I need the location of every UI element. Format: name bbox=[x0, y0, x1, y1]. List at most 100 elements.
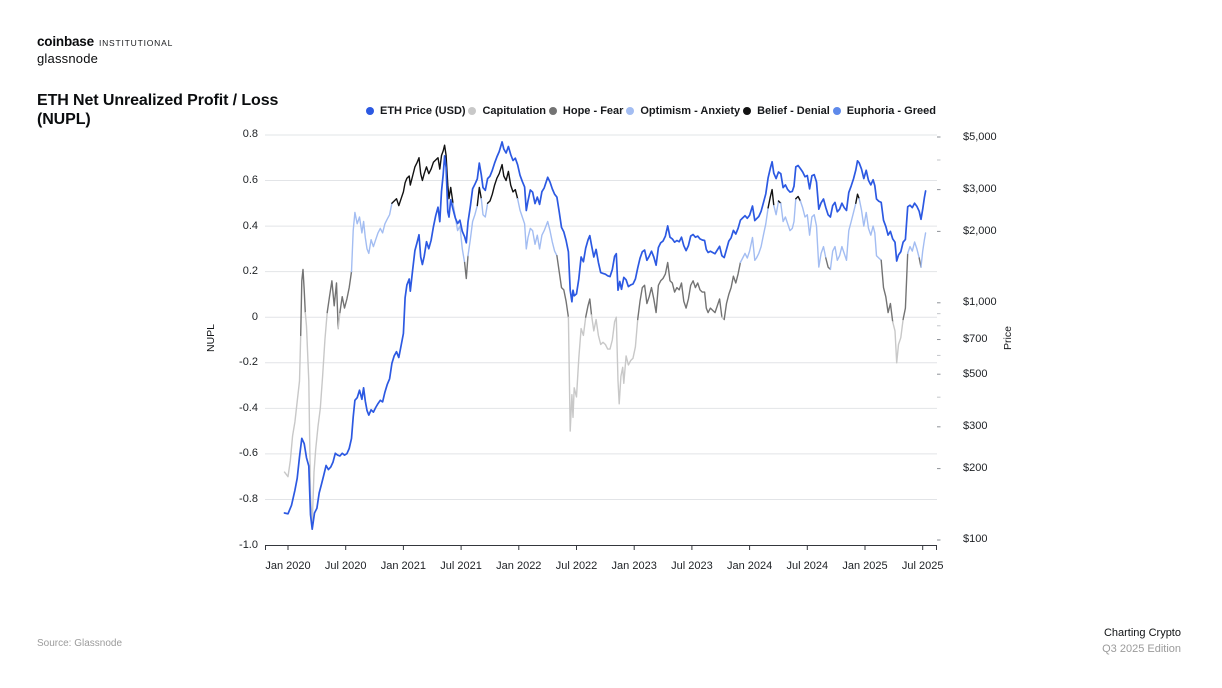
legend-dot-icon bbox=[468, 107, 477, 115]
nupl-line-segment-hope-fear bbox=[339, 270, 353, 314]
legend-item-optimism-anxiety: Optimism - Anxiety bbox=[626, 105, 740, 117]
y-right-tick-label: $500 bbox=[963, 367, 988, 380]
institutional-label: INSTITUTIONAL bbox=[98, 38, 174, 48]
nupl-line-segment-hope-fear bbox=[637, 261, 723, 321]
page-title-line1: ETH Net Unrealized Profit / Loss bbox=[37, 92, 279, 109]
y-right-tick-label: $200 bbox=[963, 462, 988, 475]
x-tick-label: Jul 2023 bbox=[671, 560, 713, 572]
y-left-tick-label: 0.2 bbox=[242, 265, 258, 278]
legend-dot-icon bbox=[548, 107, 557, 115]
y-right-tick-label: $300 bbox=[963, 420, 988, 433]
legend-dot-icon bbox=[366, 107, 374, 115]
legend-label: Optimism - Anxiety bbox=[640, 105, 741, 117]
edition-subtitle: Q3 2025 Edition bbox=[1102, 642, 1181, 655]
y-left-tick-label: -0.2 bbox=[239, 356, 258, 369]
y-left-tick-label: 0.6 bbox=[242, 174, 258, 187]
nupl-line-segment-optimism-anxiety bbox=[780, 198, 797, 232]
y-left-axis-title: NUPL bbox=[205, 323, 217, 353]
nupl-line-segment-hope-fear bbox=[585, 298, 593, 318]
legend-item-belief-denial: Belief - Denial bbox=[743, 105, 830, 117]
nupl-line-segment-capitulation bbox=[892, 318, 904, 364]
page-title: ETH Net Unrealized Profit / Loss (NUPL) bbox=[37, 92, 278, 130]
nupl-line-segment-capitulation bbox=[283, 334, 302, 478]
x-tick-label: Jul 2021 bbox=[440, 560, 482, 572]
legend-dot-icon bbox=[832, 107, 841, 115]
nupl-line-segment-belief-denial bbox=[767, 188, 775, 209]
nupl-line-segment-capitulation bbox=[337, 311, 341, 330]
nupl-line-segment-optimism-anxiety bbox=[480, 198, 489, 218]
nupl-line-segment-capitulation bbox=[304, 311, 328, 526]
nupl-line-segment-optimism-anxiety bbox=[829, 202, 857, 271]
nupl-line-segment-hope-fear bbox=[723, 261, 742, 321]
nupl-line-segment-optimism-anxiety bbox=[799, 200, 827, 268]
y-left-tick-label: 0 bbox=[251, 310, 258, 323]
nupl-line-segment-belief-denial bbox=[486, 163, 519, 204]
y-left-tick-label: -0.4 bbox=[239, 401, 258, 414]
nupl-line-segment-belief-denial bbox=[855, 193, 860, 204]
y-left-tick-label: 0.8 bbox=[242, 128, 258, 141]
nupl-line-segment-belief-denial bbox=[476, 186, 482, 207]
x-tick-label: Jul 2024 bbox=[786, 560, 829, 572]
glassnode-logo: glassnode bbox=[37, 50, 99, 66]
nupl-line-segment-hope-fear bbox=[825, 257, 832, 271]
source-note: Source: Glassnode bbox=[37, 638, 123, 649]
nupl-line-segment-belief-denial bbox=[391, 144, 454, 207]
legend-label: Capitulation bbox=[482, 105, 547, 117]
legend-label: ETH Price (USD) bbox=[380, 105, 466, 117]
x-tick-label: Jul 2025 bbox=[901, 560, 944, 572]
legend-label: Hope - Fear bbox=[562, 105, 624, 117]
legend-label: Euphoria - Greed bbox=[846, 105, 936, 117]
y-right-tick-label: $3,000 bbox=[963, 183, 997, 196]
nupl-line-segment-optimism-anxiety bbox=[773, 200, 780, 216]
legend-dot-icon bbox=[743, 107, 752, 115]
nupl-line-segment-hope-fear bbox=[556, 255, 570, 318]
legend-item-hope-fear: Hope - Fear bbox=[548, 105, 624, 117]
eth-price-line bbox=[283, 141, 927, 531]
brand-block: coinbase INSTITUTIONAL glassnode bbox=[37, 33, 173, 67]
x-tick-label: Jan 2021 bbox=[380, 560, 427, 572]
y-left-tick-label: -0.6 bbox=[239, 447, 258, 460]
nupl-line-segment-belief-denial bbox=[795, 195, 802, 202]
coinbase-logo: coinbase bbox=[37, 34, 94, 49]
page-title-line2: (NUPL) bbox=[37, 110, 91, 128]
nupl-line-segment-hope-fear bbox=[902, 252, 909, 321]
x-tick-label: Jan 2023 bbox=[611, 560, 657, 572]
x-tick-label: Jan 2025 bbox=[842, 560, 888, 572]
nupl-line-segment-hope-fear bbox=[326, 280, 339, 330]
y-right-axis-title: Price bbox=[1002, 326, 1014, 350]
edition-title: Charting Crypto bbox=[1103, 627, 1181, 639]
x-tick-label: Jan 2022 bbox=[496, 560, 542, 572]
legend-label: Belief - Denial bbox=[757, 105, 830, 117]
y-left-tick-label: -0.8 bbox=[239, 492, 258, 505]
chart-legend: ETH Price (USD) Capitulation Hope - Fear Op… bbox=[366, 105, 936, 117]
nupl-line-segment-optimism-anxiety bbox=[467, 204, 478, 257]
x-tick-label: Jul 2022 bbox=[555, 560, 598, 572]
edition-block: Charting Crypto Q3 2025 Edition bbox=[1102, 626, 1181, 658]
nupl-line-segment-optimism-anxiety bbox=[739, 207, 769, 264]
nupl-line-segment-optimism-anxiety bbox=[350, 202, 393, 273]
legend-dot-icon bbox=[626, 107, 635, 115]
nupl-line-segment-hope-fear bbox=[463, 255, 469, 280]
x-tick-label: Jul 2020 bbox=[324, 560, 367, 572]
y-left-tick-label: -1.0 bbox=[239, 538, 258, 551]
nupl-line-segment-capitulation bbox=[567, 316, 587, 432]
legend-item-euphoria-greed: Euphoria - Greed bbox=[832, 105, 936, 117]
y-right-tick-label: $2,000 bbox=[963, 224, 997, 237]
legend-item-eth-price-usd-: ETH Price (USD) bbox=[366, 105, 466, 117]
x-tick-label: Jan 2020 bbox=[265, 560, 311, 572]
y-right-tick-label: $5,000 bbox=[963, 130, 997, 143]
nupl-line-segment-optimism-anxiety bbox=[858, 198, 882, 261]
y-right-tick-label: $100 bbox=[963, 533, 988, 546]
y-right-tick-label: $1,000 bbox=[963, 296, 997, 309]
nupl-line-segment-hope-fear bbox=[880, 259, 894, 323]
nupl-line-segment-hope-fear bbox=[300, 268, 306, 337]
y-right-tick-label: $700 bbox=[963, 333, 988, 346]
nupl-line-segment-optimism-anxiety bbox=[516, 198, 558, 257]
nupl-line-segment-optimism-anxiety bbox=[920, 232, 927, 268]
nupl-line-segment-optimism-anxiety bbox=[907, 241, 920, 259]
legend-item-capitulation: Capitulation bbox=[468, 105, 546, 117]
nupl-line-segment-capitulation bbox=[590, 314, 639, 405]
x-tick-label: Jan 2024 bbox=[726, 560, 773, 572]
y-left-tick-label: 0.4 bbox=[242, 219, 258, 232]
